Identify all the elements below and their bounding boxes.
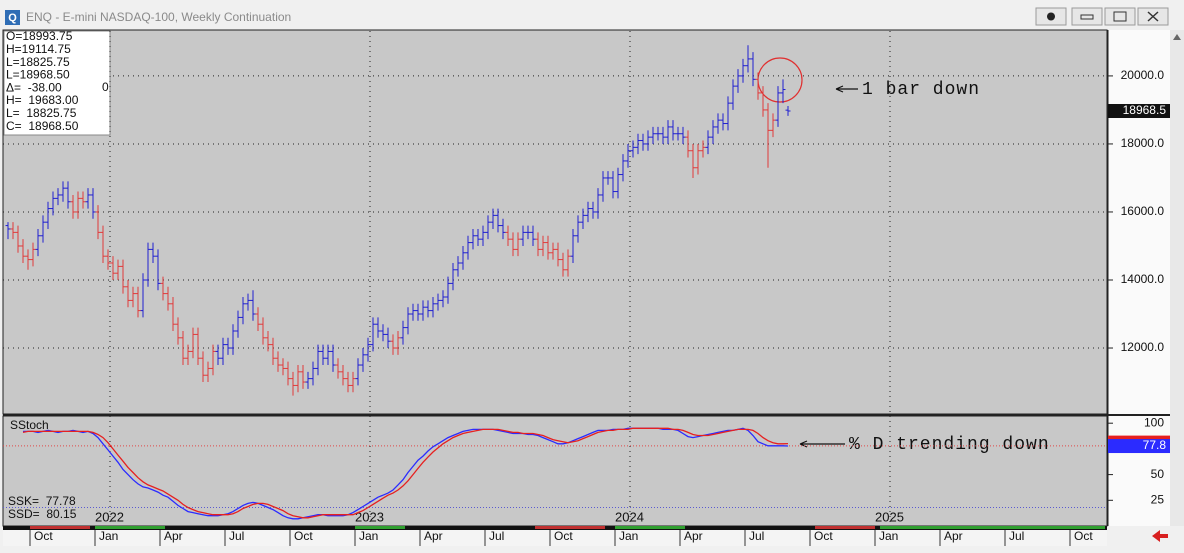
x-tick-label: Jul	[489, 529, 504, 543]
minimize-icon	[1080, 14, 1094, 20]
info-line: L=18968.50	[6, 68, 70, 82]
info-line: O=18993.75	[6, 29, 73, 43]
time-strip-segment	[30, 526, 90, 529]
info-line: L= 18825.75	[6, 106, 77, 120]
annotation-arrow	[835, 85, 858, 93]
y-tick-label: 12000.0	[1121, 340, 1165, 354]
annotation: 1 bar down	[862, 80, 980, 100]
y-tick-label: 16000.0	[1121, 204, 1165, 218]
time-strip-segment	[535, 526, 605, 529]
restore-button[interactable]	[1104, 7, 1136, 26]
year-label: 2024	[615, 509, 644, 524]
x-tick-label: Jan	[879, 529, 898, 543]
x-tick-label: Jan	[99, 529, 118, 543]
readout: SSD= 80.15	[8, 507, 77, 521]
readout: SSK= 77.78	[8, 494, 76, 508]
last-ssk-box	[1108, 439, 1170, 454]
close-icon	[1147, 11, 1159, 22]
x-tick-label: Oct	[294, 529, 313, 543]
info-line: Δ= -38.00	[6, 80, 62, 94]
last-ssk-label: 77.8	[1143, 438, 1167, 452]
last-price-label: 18968.5	[1123, 103, 1167, 117]
time-strip-segment	[355, 526, 405, 529]
annotation-arrow	[799, 440, 845, 448]
title-bar	[0, 0, 1184, 30]
time-strip-segment	[95, 526, 165, 529]
time-axis	[3, 530, 1107, 546]
last-price-box	[1108, 104, 1170, 119]
info-line: H= 19683.00	[6, 93, 79, 107]
app-icon	[5, 10, 20, 25]
x-tick-label: Apr	[684, 529, 703, 543]
info-box	[3, 30, 111, 136]
time-strip-segment	[615, 526, 685, 529]
year-label: 2022	[95, 509, 124, 524]
info-flag: 0	[102, 80, 109, 94]
info-line: C= 18968.50	[6, 119, 79, 133]
x-tick-label: Jan	[359, 529, 378, 543]
x-tick-label: Jan	[619, 529, 638, 543]
info-line: L=18825.75	[6, 55, 70, 69]
annotation: % D trending down	[849, 435, 1050, 455]
x-tick-label: Jul	[749, 529, 764, 543]
scroll-left-arrow[interactable]	[1152, 530, 1168, 542]
restore-icon	[1113, 11, 1127, 22]
year-label: 2025	[875, 509, 904, 524]
x-tick-label: Apr	[944, 529, 963, 543]
time-strip-segment	[880, 526, 1105, 529]
y-tick-label: 14000.0	[1121, 272, 1165, 286]
y-tick-label: 100	[1144, 415, 1164, 429]
y-tick-label: 18000.0	[1121, 136, 1165, 150]
y-tick-label: 20000.0	[1121, 68, 1165, 82]
y-tick-label: 25	[1151, 492, 1165, 506]
time-strip-segment	[815, 526, 875, 529]
x-tick-label: Oct	[554, 529, 573, 543]
info-line: H=19114.75	[6, 42, 71, 56]
scroll-up[interactable]	[1173, 34, 1181, 40]
record-icon	[1047, 12, 1055, 21]
minimize-button[interactable]	[1071, 7, 1103, 26]
year-label: 2023	[355, 509, 384, 524]
stoch-panel	[2, 415, 1108, 527]
x-tick-label: Apr	[424, 529, 443, 543]
x-tick-label: Apr	[164, 529, 183, 543]
window-title: ENQ - E-mini NASDAQ-100, Weekly Continua…	[26, 10, 291, 24]
x-tick-label: Oct	[34, 529, 53, 543]
x-tick-label: Jul	[229, 529, 244, 543]
app-icon-letter: Q	[8, 12, 17, 24]
y-tick-label: 50	[1151, 467, 1165, 481]
price-panel	[2, 29, 1108, 415]
x-tick-label: Oct	[814, 529, 833, 543]
x-tick-label: Oct	[1074, 529, 1093, 543]
scrollbar[interactable]	[1170, 30, 1184, 526]
indicator-title: SStoch	[10, 418, 49, 432]
indicator-line	[22, 427, 789, 519]
x-tick-label: Jul	[1009, 529, 1024, 543]
